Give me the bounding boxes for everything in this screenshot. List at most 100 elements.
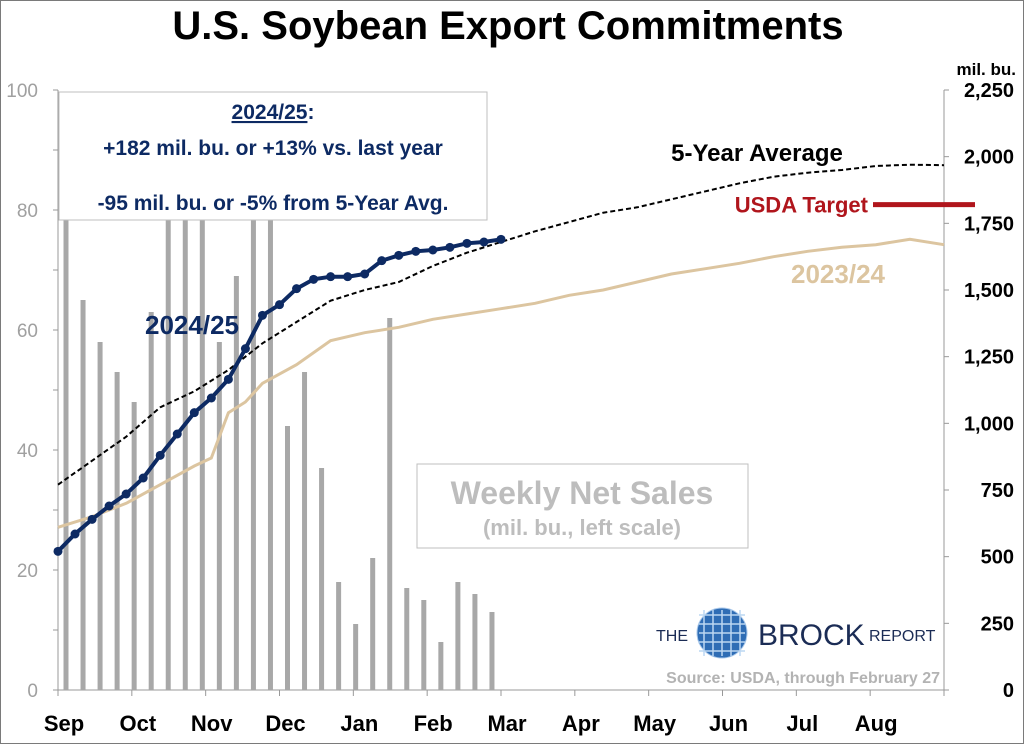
weekly-sales-bar (80, 300, 86, 690)
weekly-sales-bar (421, 600, 427, 690)
weekly-sales-bar (216, 342, 222, 690)
weekly-sales-bar (370, 558, 376, 690)
series-2023-24-line (57, 237, 945, 529)
month-label: Sep (44, 711, 84, 736)
weekly-sales-bar (97, 342, 103, 690)
weekly-sales-bar (285, 426, 290, 690)
weekly-sales-bar (489, 612, 495, 690)
series-2024-25-point (223, 374, 233, 384)
series-2024-25-point (445, 242, 455, 252)
weekly-sales-bar (63, 150, 69, 690)
series-2024-25-point (326, 272, 336, 282)
right-tick-label: 1,750 (964, 213, 1014, 235)
series-label-5yr-avg: 5-Year Average (671, 140, 843, 167)
series-2024-25-point (411, 246, 421, 256)
series-2024-25-point (360, 269, 370, 279)
series-2024-25-point (428, 245, 438, 255)
month-label: Apr (562, 711, 600, 736)
summary-box (58, 91, 488, 221)
right-tick-label: 1,250 (964, 347, 1014, 369)
series-lines (53, 163, 975, 556)
right-tick-label: 250 (981, 613, 1014, 635)
weekly-sales-bar (387, 318, 393, 690)
series-2024-25-point (70, 529, 80, 539)
weekly-sales-subtitle: (mil. bu., left scale) (483, 515, 681, 540)
left-tick-label: 0 (27, 681, 38, 702)
chart-title: U.S. Soybean Export Commitments (172, 4, 844, 48)
weekly-sales-bar (148, 312, 154, 690)
weekly-sales-bar (353, 624, 359, 690)
weekly-sales-bar (319, 468, 325, 690)
month-label: Jun (709, 711, 748, 736)
month-label: Mar (487, 711, 527, 736)
weekly-sales-bar (267, 174, 273, 690)
series-2024-25-point (377, 256, 387, 266)
series-2024-25-point (240, 344, 250, 354)
globe-icon (696, 607, 748, 659)
weekly-sales-bar (199, 180, 205, 690)
summary-line-2: -95 mil. bu. or -5% from 5-Year Avg. (98, 192, 449, 215)
summary-heading: 2024/25: (232, 101, 315, 124)
series-2024-25-point (462, 238, 472, 248)
right-tick-label: 750 (981, 480, 1014, 502)
globe-outline (696, 607, 748, 659)
right-tick-label: 2,000 (964, 147, 1014, 169)
month-label: Jul (786, 711, 818, 736)
weekly-sales-bar (404, 588, 410, 690)
right-tick-label: 500 (981, 547, 1014, 569)
series-2024-25-point (343, 272, 353, 282)
series-2024-25-point (87, 514, 97, 524)
weekly-sales-bar (165, 192, 171, 690)
right-tick-label: 1,000 (964, 413, 1014, 435)
series-2024-25-point (189, 408, 199, 418)
weekly-sales-bars (63, 120, 495, 690)
series-2024-25-point (394, 250, 404, 260)
weekly-sales-bar (114, 372, 120, 690)
series-label-2023-24: 2023/24 (791, 259, 886, 289)
axes-group: 0 250 500 750 1,000 1,250 1,500 1,750 2,000 2,250… (6, 60, 1016, 736)
weekly-sales-bar (131, 402, 137, 690)
weekly-sales-bar (438, 642, 444, 690)
month-label: May (633, 711, 677, 736)
weekly-sales-title: Weekly Net Sales (451, 475, 714, 511)
series-2024-25-point (479, 237, 489, 247)
logo-name: BROCK (758, 619, 865, 652)
series-2024-25-point (172, 429, 182, 439)
summary-line-1: +182 mil. bu. or +13% vs. last year (103, 137, 443, 160)
source-note: Source: USDA, through February 27 (666, 670, 940, 687)
series-2024-25-point (257, 310, 267, 320)
weekly-sales-bar (233, 276, 239, 690)
weekly-sales-bar (250, 138, 256, 690)
logo-the: THE (656, 628, 688, 645)
month-label: Feb (414, 711, 453, 736)
left-tick-label: 60 (17, 321, 38, 342)
series-5yr-avg-line (57, 163, 945, 486)
right-axis-unit: mil. bu. (957, 60, 1017, 79)
series-2024-25-point (121, 489, 131, 499)
weekly-sales-bar (455, 582, 461, 690)
series-2024-25-point (292, 284, 302, 294)
series-2024-25-point (138, 473, 148, 483)
logo-report: REPORT (869, 628, 936, 645)
month-label: Aug (855, 711, 898, 736)
weekly-sales-bar (182, 120, 188, 690)
weekly-sales-box (416, 463, 749, 549)
series-2024-25-point (206, 393, 216, 403)
left-tick-label: 100 (6, 81, 38, 102)
weekly-sales-bar (472, 594, 478, 690)
month-label: Jan (340, 711, 378, 736)
series-label-2024-25: 2024/25 (145, 310, 239, 340)
month-label: Dec (265, 711, 305, 736)
series-2024-25-point (155, 450, 165, 460)
right-tick-label: 2,250 (964, 80, 1014, 102)
right-tick-label: 0 (1003, 680, 1014, 702)
summary-heading-year: 2024/25 (232, 101, 308, 124)
series-2024-25-point (309, 274, 319, 284)
left-tick-label: 80 (17, 201, 38, 222)
weekly-sales-bar (302, 372, 308, 690)
usda-target-label: USDA Target (735, 193, 869, 218)
left-tick-label: 40 (17, 441, 38, 462)
series-2024-25-point (275, 300, 284, 310)
